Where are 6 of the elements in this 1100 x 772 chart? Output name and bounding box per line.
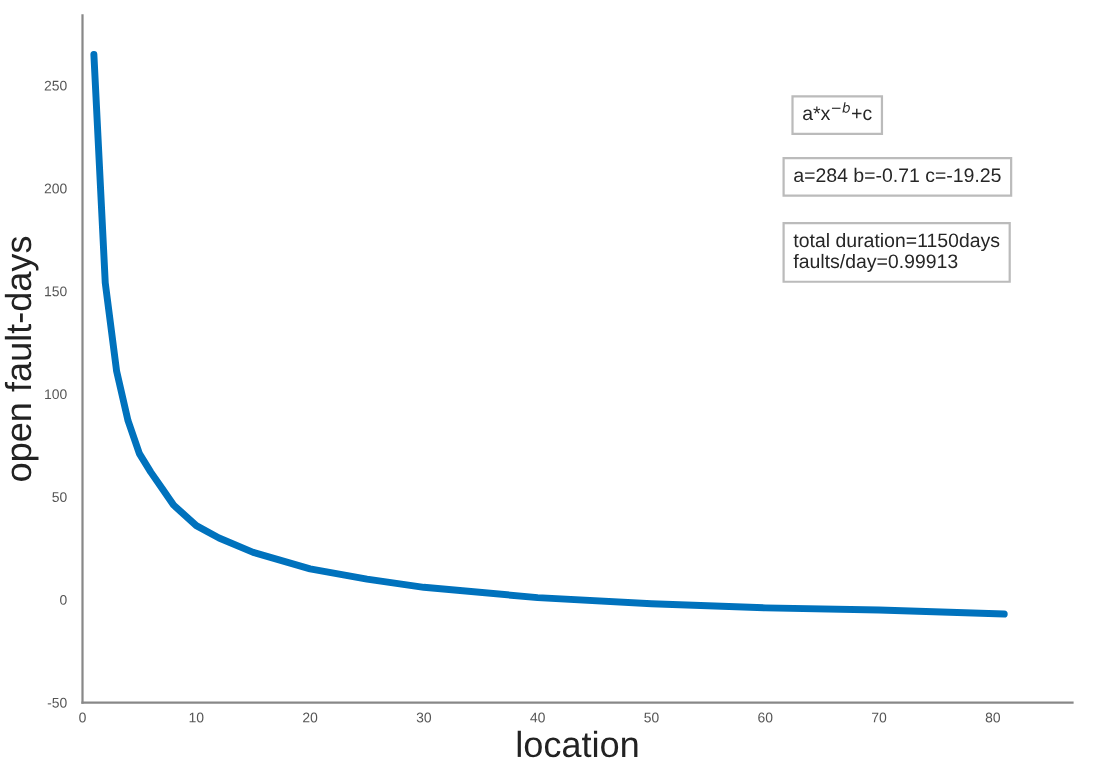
annotation: a=284 b=-0.71 c=-19.25 [794,167,1001,183]
line-series [90,51,1008,618]
annotation: total duration=1150days faults/day=0.99913 [793,232,1000,273]
annotation: a*x$^{−b}$+c [803,102,872,121]
x-axis-title: location [517,730,638,758]
y-axis-title: open fault-days [4,236,39,481]
